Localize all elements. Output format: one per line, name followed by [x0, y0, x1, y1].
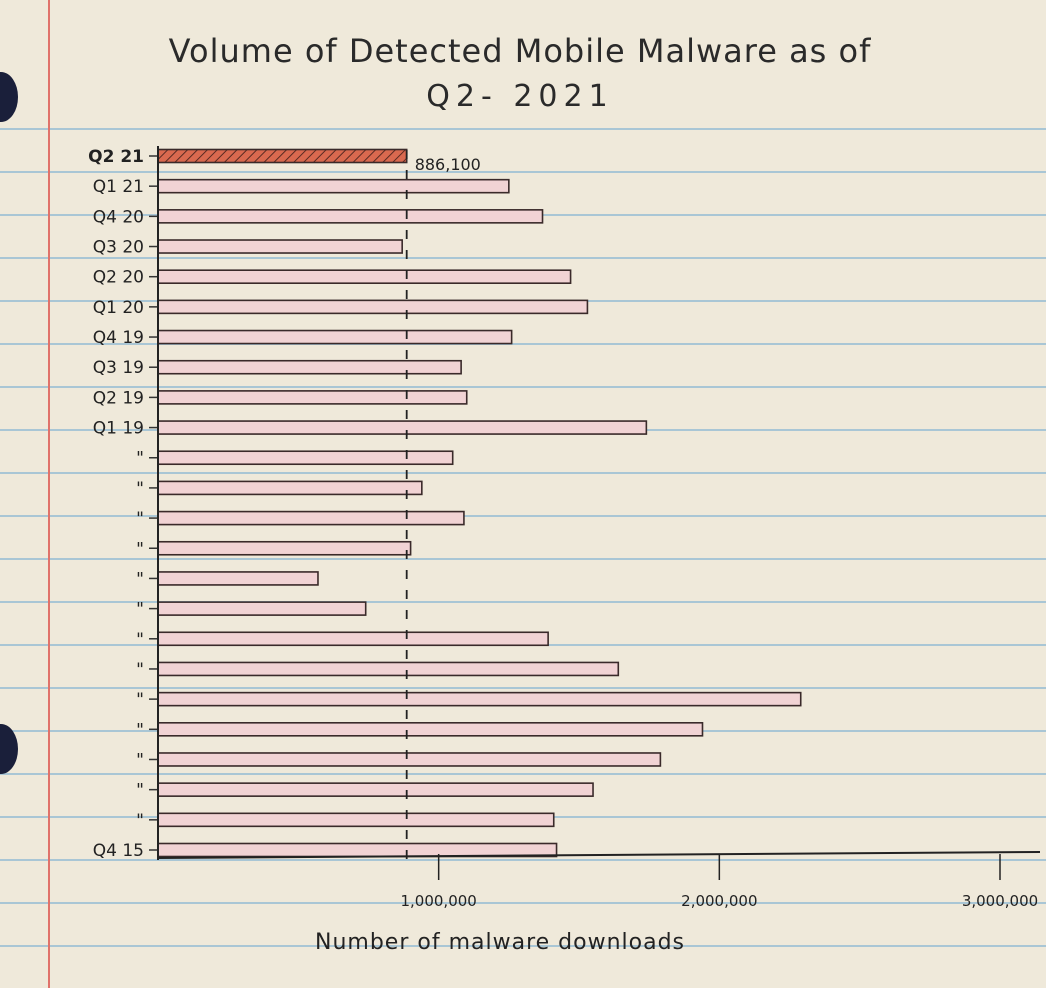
- category-label-0: Q2 21: [88, 147, 144, 167]
- category-label-10: ": [136, 449, 144, 469]
- margin-line: [48, 0, 50, 988]
- ruled-line: [0, 171, 1046, 173]
- ruled-line: [0, 859, 1046, 861]
- ruled-line: [0, 558, 1046, 560]
- category-label-12: ": [136, 509, 144, 529]
- ruled-line: [0, 902, 1046, 904]
- bar-21: [157, 782, 594, 797]
- category-label-2: Q4 20: [93, 207, 144, 227]
- bars-group: [157, 148, 802, 858]
- category-label-14: ": [136, 569, 144, 589]
- category-label-11: ": [136, 479, 144, 499]
- bar-22: [157, 812, 555, 828]
- category-label-19: ": [136, 720, 144, 740]
- x-tick-label-1: 2,000,000: [681, 892, 757, 910]
- axes-group: 1,000,000 2,000,000 3,000,000: [149, 146, 1041, 910]
- bar-19: [157, 722, 704, 737]
- binder-hole-top: [0, 72, 18, 122]
- bar-4: [157, 269, 572, 284]
- bar-0: [157, 148, 408, 164]
- category-label-15: ": [136, 600, 144, 620]
- bar-13: [157, 540, 412, 556]
- category-label-21: ": [136, 781, 144, 801]
- category-labels-group: Q2 21 Q1 21 Q4 20 Q3 20 Q2 20 Q1 20 Q4 19 Q3 19…: [88, 147, 481, 861]
- bar-20: [157, 752, 662, 767]
- category-label-8: Q2 19: [93, 388, 144, 408]
- bar-6: [157, 329, 513, 345]
- bar-12: [157, 510, 465, 526]
- chart-title-main: Volume of Detected Mobile Malware as of: [168, 32, 872, 70]
- category-label-22: ": [136, 811, 144, 831]
- data-label-0: 886,100: [415, 155, 481, 174]
- bar-9: [157, 420, 648, 435]
- ruled-line: [0, 128, 1046, 130]
- ruled-line: [0, 601, 1046, 603]
- ruled-line: [0, 257, 1046, 259]
- category-label-4: Q2 20: [93, 268, 144, 288]
- category-label-5: Q1 20: [93, 298, 144, 318]
- binder-hole-bottom: [0, 724, 18, 774]
- category-label-13: ": [136, 539, 144, 559]
- ruled-line: [0, 472, 1046, 474]
- x-axis-label: Number of malware downloads: [315, 930, 685, 955]
- category-label-9: Q1 19: [93, 419, 144, 439]
- bar-16: [157, 631, 549, 647]
- ruled-line: [0, 773, 1046, 775]
- ruled-line: [0, 515, 1046, 517]
- bar-23: [157, 842, 558, 858]
- bar-3: [157, 239, 403, 254]
- bar-7: [157, 359, 462, 375]
- bar-18: [157, 691, 802, 707]
- category-label-3: Q3 20: [93, 238, 144, 258]
- category-label-1: Q1 21: [93, 177, 144, 197]
- bar-10: [157, 450, 454, 466]
- category-label-20: ": [136, 750, 144, 770]
- category-label-17: ": [136, 660, 144, 680]
- bar-17: [157, 661, 620, 677]
- category-label-7: Q3 19: [93, 358, 144, 378]
- ruled-line: [0, 687, 1046, 689]
- bar-11: [157, 480, 423, 496]
- category-label-23: Q4 15: [93, 841, 144, 861]
- bar-15: [157, 601, 367, 616]
- bar-8: [157, 390, 468, 405]
- x-tick-label-2: 3,000,000: [962, 892, 1038, 910]
- bar-14: [157, 571, 319, 586]
- x-axis: [157, 851, 1041, 859]
- ruled-line: [0, 386, 1046, 388]
- category-label-18: ": [136, 690, 144, 710]
- category-label-6: Q4 19: [93, 328, 144, 348]
- ruled-line: [0, 945, 1046, 947]
- ruled-line: [0, 343, 1046, 345]
- bar-5: [157, 299, 589, 315]
- bar-1: [157, 178, 510, 194]
- category-label-16: ": [136, 630, 144, 650]
- bar-2: [157, 209, 544, 224]
- chart-title: Volume of Detected Mobile Malware as of …: [120, 28, 920, 120]
- x-tick-label-0: 1,000,000: [400, 892, 476, 910]
- chart-subtitle: Q2- 2021: [426, 79, 614, 114]
